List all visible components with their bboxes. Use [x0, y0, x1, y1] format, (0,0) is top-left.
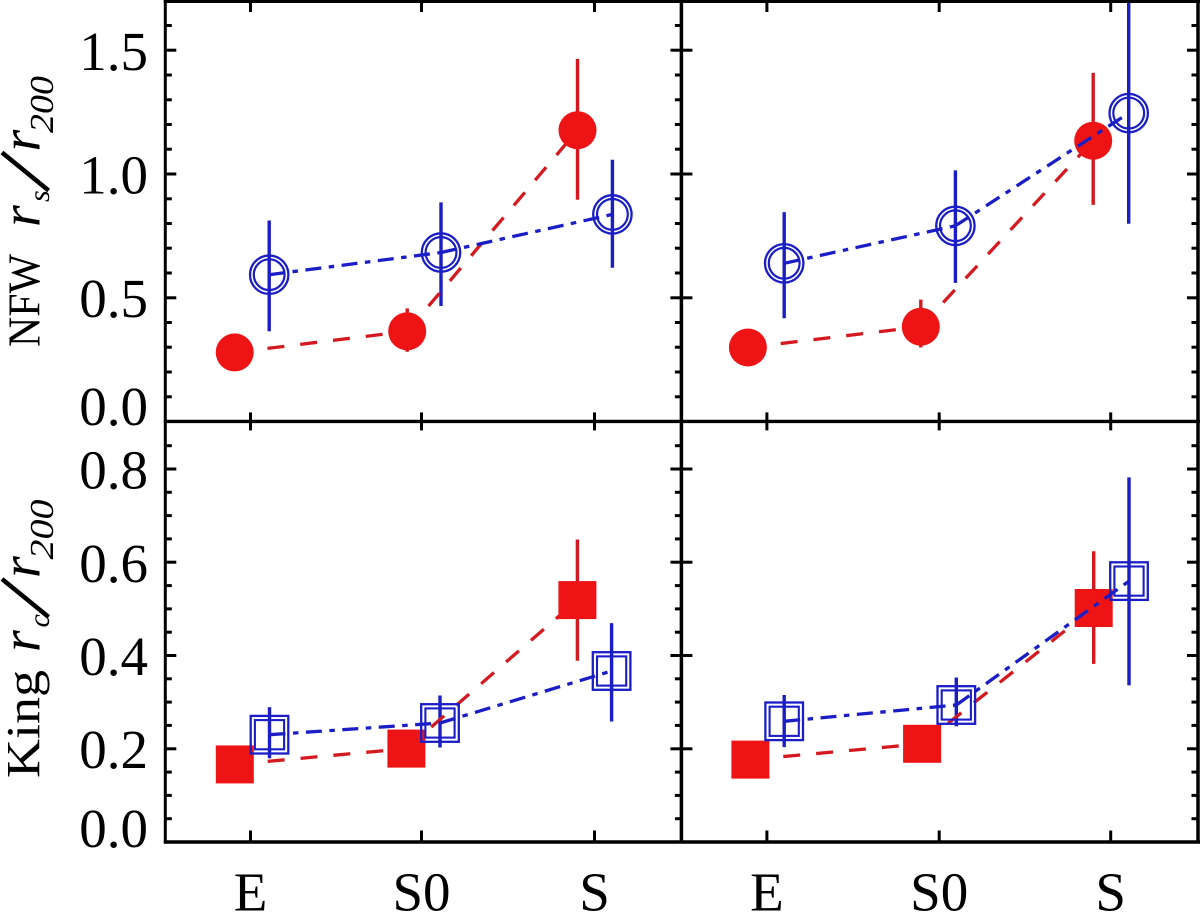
svg-text:r: r — [0, 130, 53, 152]
svg-text:King: King — [0, 670, 51, 778]
svg-text:0.8: 0.8 — [79, 440, 148, 501]
svg-text:NFW: NFW — [0, 253, 50, 347]
svg-text:E: E — [750, 862, 784, 913]
svg-text:0.4: 0.4 — [79, 626, 148, 687]
svg-text:S: S — [579, 862, 610, 913]
svg-text:s: s — [23, 190, 56, 202]
svg-text:r: r — [0, 630, 53, 652]
svg-text:200: 200 — [24, 500, 61, 560]
svg-text:0.0: 0.0 — [79, 798, 148, 859]
svg-text:E: E — [234, 862, 268, 913]
svg-text:200: 200 — [24, 76, 61, 133]
svg-text:S0: S0 — [392, 862, 450, 913]
svg-text:S: S — [1095, 862, 1126, 913]
svg-text:r: r — [0, 556, 53, 578]
svg-text:0.2: 0.2 — [79, 719, 148, 780]
svg-text:1.0: 1.0 — [79, 145, 148, 206]
svg-text:r: r — [0, 205, 53, 227]
svg-text:0.0: 0.0 — [79, 376, 148, 437]
svg-text:0.6: 0.6 — [79, 533, 148, 594]
svg-text:1.5: 1.5 — [79, 21, 148, 82]
svg-text:c: c — [23, 614, 56, 627]
svg-text:0.5: 0.5 — [79, 268, 148, 329]
svg-text:S0: S0 — [910, 862, 968, 913]
